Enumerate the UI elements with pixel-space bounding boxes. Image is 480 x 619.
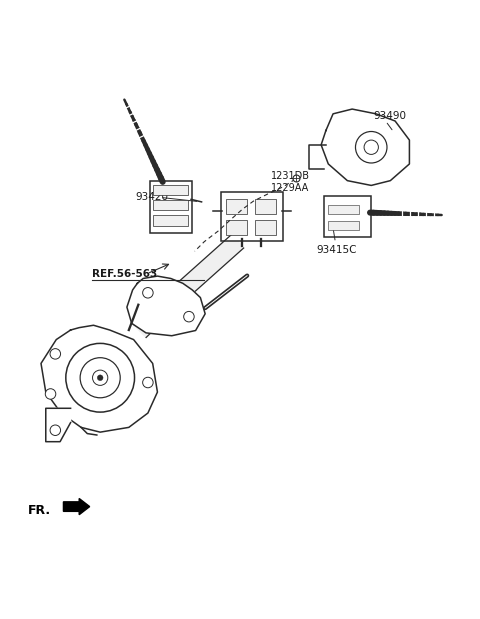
FancyBboxPatch shape	[150, 181, 192, 233]
Text: 93490: 93490	[373, 111, 407, 121]
Circle shape	[80, 358, 120, 398]
Circle shape	[93, 370, 108, 386]
FancyBboxPatch shape	[327, 221, 360, 230]
Text: 1229AA: 1229AA	[271, 183, 309, 193]
Circle shape	[184, 311, 194, 322]
Text: REF.56-563: REF.56-563	[92, 269, 157, 279]
Text: 1231DB: 1231DB	[271, 171, 310, 181]
Polygon shape	[321, 109, 409, 186]
Circle shape	[356, 131, 387, 163]
FancyBboxPatch shape	[221, 193, 283, 241]
Circle shape	[50, 348, 60, 359]
FancyBboxPatch shape	[154, 200, 188, 210]
Circle shape	[50, 425, 60, 436]
Text: 93415C: 93415C	[316, 245, 357, 255]
Text: FR.: FR.	[28, 504, 51, 517]
FancyBboxPatch shape	[154, 184, 188, 195]
Circle shape	[97, 375, 103, 381]
Circle shape	[45, 389, 56, 399]
Polygon shape	[46, 409, 71, 442]
Circle shape	[143, 377, 153, 387]
Polygon shape	[133, 295, 177, 337]
FancyBboxPatch shape	[327, 206, 360, 214]
Bar	[226, 199, 247, 214]
Polygon shape	[165, 235, 244, 308]
Polygon shape	[127, 276, 205, 335]
FancyArrow shape	[63, 498, 90, 515]
Text: 93420: 93420	[135, 193, 168, 202]
Circle shape	[143, 288, 153, 298]
Bar	[226, 220, 247, 235]
FancyBboxPatch shape	[324, 196, 371, 237]
Circle shape	[66, 344, 134, 412]
FancyBboxPatch shape	[154, 215, 188, 226]
Polygon shape	[41, 325, 157, 432]
Bar	[255, 220, 276, 235]
Bar	[255, 199, 276, 214]
Circle shape	[364, 140, 378, 154]
